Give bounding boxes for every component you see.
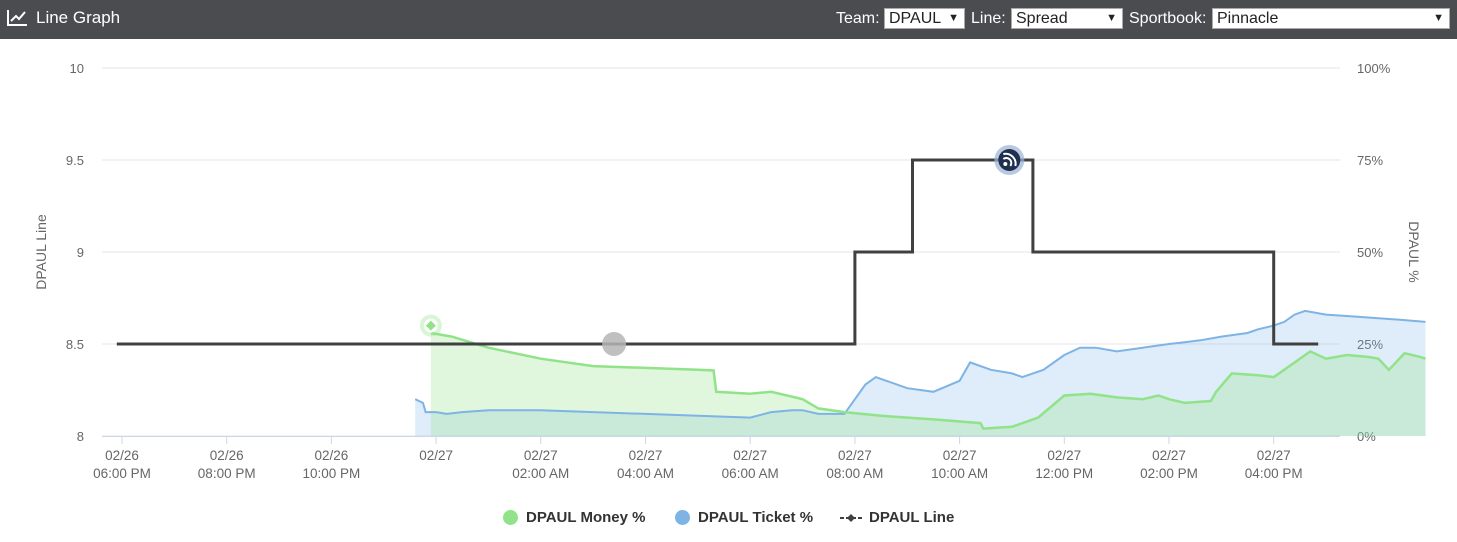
dropdown-arrow-icon: ▼ bbox=[1433, 12, 1444, 24]
x-tick-date: 02/27 bbox=[524, 448, 558, 463]
x-tick-time: 10:00 AM bbox=[931, 466, 988, 481]
legend-item-ticket[interactable]: DPAUL Ticket % bbox=[675, 509, 813, 526]
ticket-legend-dot bbox=[675, 510, 690, 525]
y-tick-label: 10 bbox=[70, 61, 84, 76]
x-tick-time: 04:00 AM bbox=[617, 466, 674, 481]
team-select-value: DPAUL bbox=[889, 10, 942, 27]
team-select[interactable]: DPAUL ▼ bbox=[884, 8, 965, 29]
x-tick-date: 02/27 bbox=[1152, 448, 1186, 463]
rss-icon-arc bbox=[1002, 157, 1013, 167]
x-tick-date: 02/27 bbox=[733, 448, 767, 463]
x-tick-date: 02/27 bbox=[943, 448, 977, 463]
x-tick-time: 08:00 AM bbox=[826, 466, 883, 481]
x-tick-date: 02/26 bbox=[210, 448, 244, 463]
rss-icon-arc bbox=[1003, 152, 1017, 167]
page-title: Line Graph bbox=[36, 8, 121, 27]
x-tick-date: 02/27 bbox=[1047, 448, 1081, 463]
legend-item-money[interactable]: DPAUL Money % bbox=[503, 509, 645, 526]
diamond-icon bbox=[425, 320, 436, 331]
x-tick-date: 02/27 bbox=[629, 448, 663, 463]
ticket-series-line bbox=[414, 309, 1426, 419]
x-tick-time: 08:00 PM bbox=[198, 466, 256, 481]
y-tick-label: 8 bbox=[77, 429, 84, 444]
dropdown-arrow-icon: ▼ bbox=[948, 12, 959, 24]
line-chart: 8 0% 8.5 25% 9 50% 9.5 75% 10 100% DPAUL Line DPAUL… bbox=[33, 61, 1426, 481]
y-tick-label: 9 bbox=[77, 245, 84, 260]
x-tick-time: 10:00 PM bbox=[303, 466, 361, 481]
header-bar: Line Graph Team: DPAUL ▼ Line: Spread ▼ … bbox=[0, 0, 1457, 39]
line-legend-symbol bbox=[840, 513, 862, 522]
y-tick-label: 9.5 bbox=[66, 153, 84, 168]
y2-tick-label: 25% bbox=[1357, 337, 1383, 352]
x-tick-date: 02/27 bbox=[1257, 448, 1291, 463]
line-series-line bbox=[116, 158, 1319, 346]
x-tick-time: 04:00 PM bbox=[1245, 466, 1303, 481]
money-legend-dot bbox=[503, 510, 518, 525]
y-tick-label: 8.5 bbox=[66, 337, 84, 352]
line-label: Line: bbox=[971, 10, 1006, 27]
x-tick-time: 02:00 AM bbox=[512, 466, 569, 481]
x-tick-date: 02/26 bbox=[105, 448, 139, 463]
y2-axis-title: DPAUL % bbox=[1406, 221, 1422, 282]
y2-tick-label: 100% bbox=[1357, 61, 1391, 76]
x-tick-time: 02:00 PM bbox=[1140, 466, 1198, 481]
money-series-line bbox=[430, 331, 1426, 430]
ticket-area bbox=[415, 310, 1426, 436]
sportsbook-label: Sportbook: bbox=[1129, 10, 1207, 27]
ticket-legend-label: DPAUL Ticket % bbox=[698, 509, 814, 526]
y-axis-title: DPAUL Line bbox=[33, 214, 49, 290]
y2-tick-label: 0% bbox=[1357, 429, 1376, 444]
x-tick-date: 02/26 bbox=[315, 448, 349, 463]
money-legend-label: DPAUL Money % bbox=[526, 509, 646, 526]
x-tick-time: 06:00 PM bbox=[93, 466, 151, 481]
money-area bbox=[430, 333, 1426, 436]
line-select[interactable]: Spread ▼ bbox=[1011, 8, 1123, 29]
line-chart-icon bbox=[7, 10, 27, 26]
x-tick-date: 02/27 bbox=[838, 448, 872, 463]
line-legend-label: DPAUL Line bbox=[869, 509, 955, 526]
dropdown-arrow-icon: ▼ bbox=[1106, 12, 1117, 24]
x-tick-date: 02/27 bbox=[419, 448, 453, 463]
y2-tick-label: 75% bbox=[1357, 153, 1383, 168]
y2-tick-label: 50% bbox=[1357, 245, 1383, 260]
team-label: Team: bbox=[836, 10, 880, 27]
legend-item-line[interactable]: DPAUL Line bbox=[840, 509, 954, 526]
sportsbook-select[interactable]: Pinnacle ▼ bbox=[1212, 8, 1450, 29]
header-title: Line Graph bbox=[6, 8, 120, 28]
line-select-value: Spread bbox=[1016, 10, 1068, 27]
line-hover-marker bbox=[602, 332, 627, 356]
x-tick-time: 06:00 AM bbox=[722, 466, 779, 481]
x-tick-time: 12:00 PM bbox=[1035, 466, 1093, 481]
rss-icon bbox=[1003, 162, 1008, 166]
sportsbook-select-value: Pinnacle bbox=[1217, 10, 1279, 27]
